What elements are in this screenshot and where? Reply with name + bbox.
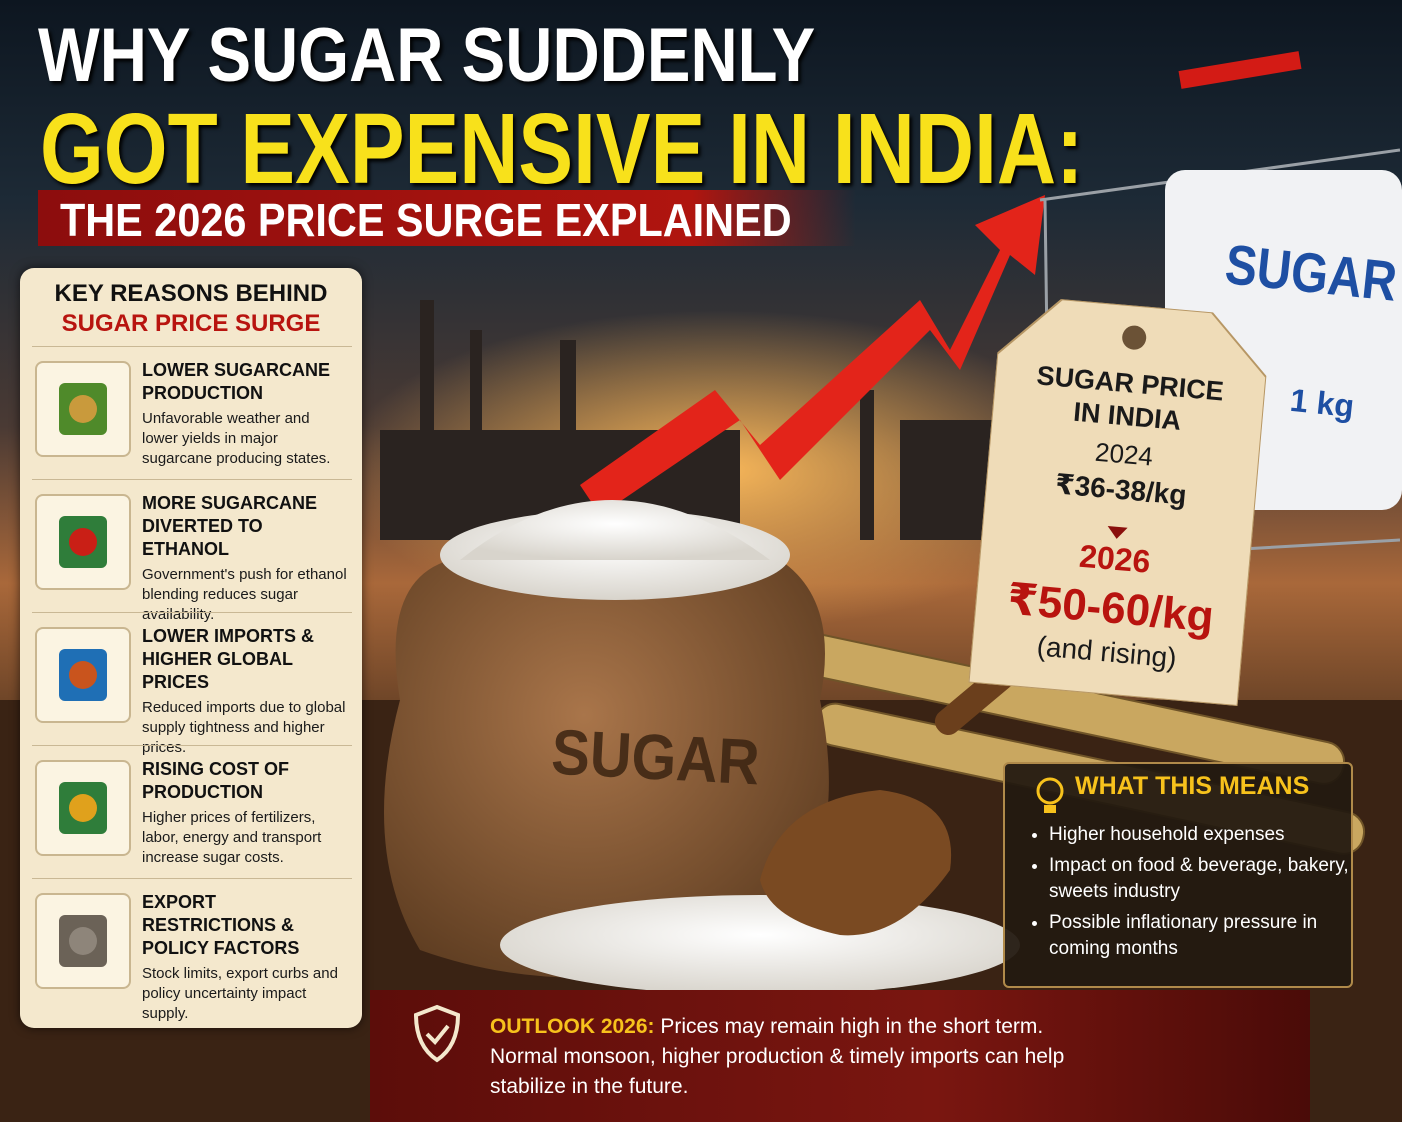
reason-title: MORE SUGARCANE DIVERTED TO ETHANOL bbox=[142, 493, 318, 559]
burlap-bag bbox=[384, 540, 829, 978]
price-tag: SUGAR PRICE IN INDIA 2024 ₹36-38/kg 2026… bbox=[968, 294, 1272, 707]
reason-item: LOWER SUGARCANE PRODUCTION Unfavorable we… bbox=[32, 346, 352, 479]
reason-item: LOWER IMPORTS & HIGHER GLOBAL PRICES Redu… bbox=[32, 612, 352, 756]
outlook-label: OUTLOOK 2026: bbox=[490, 1015, 655, 1038]
reason-icon bbox=[35, 760, 131, 856]
bulb-icon bbox=[1036, 777, 1064, 813]
reason-icon bbox=[35, 893, 131, 989]
tag-shape bbox=[968, 298, 1268, 707]
reasons-panel: KEY REASONS BEHIND SUGAR PRICE SURGE LOW… bbox=[20, 268, 362, 1028]
reason-item: RISING COST OF PRODUCTION Higher prices o… bbox=[32, 745, 352, 878]
reason-text: Unfavorable weather and lower yields in … bbox=[142, 410, 331, 467]
reason-title: EXPORT RESTRICTIONS & POLICY FACTORS bbox=[142, 892, 300, 958]
means-item: Impact on food & beverage, bakery, sweet… bbox=[1049, 853, 1349, 905]
outlook-text: OUTLOOK 2026: Prices may remain high in … bbox=[490, 1012, 1110, 1102]
icon-graphic bbox=[59, 915, 107, 967]
reason-title: RISING COST OF PRODUCTION bbox=[142, 759, 290, 802]
sugar-heap bbox=[460, 500, 770, 560]
means-box: WHAT THIS MEANS Higher household expense… bbox=[1003, 762, 1353, 988]
title-line-2: GOT EXPENSIVE IN INDIA: bbox=[40, 93, 1084, 205]
means-item: Possible inflationary pressure in coming… bbox=[1049, 910, 1349, 962]
trend-arrow bbox=[580, 195, 1045, 515]
outlook-body: Prices may remain high in the short term… bbox=[490, 1015, 1065, 1098]
subtitle: THE 2026 PRICE SURGE EXPLAINED bbox=[60, 194, 792, 246]
reason-text: Government's push for ethanol blending r… bbox=[142, 566, 347, 623]
reason-icon bbox=[35, 627, 131, 723]
reason-icon bbox=[35, 361, 131, 457]
means-item: Higher household expenses bbox=[1049, 822, 1349, 848]
shield-icon bbox=[413, 1004, 461, 1063]
icon-graphic bbox=[59, 782, 107, 834]
reason-item: EXPORT RESTRICTIONS & POLICY FACTORS Stoc… bbox=[32, 878, 352, 1022]
reason-icon bbox=[35, 494, 131, 590]
outlook-bar: OUTLOOK 2026: Prices may remain high in … bbox=[370, 990, 1310, 1122]
subtitle-banner: THE 2026 PRICE SURGE EXPLAINED bbox=[38, 190, 856, 246]
reasons-title: KEY REASONS BEHIND bbox=[54, 280, 328, 307]
spilled-sugar bbox=[500, 895, 1020, 995]
reason-item: MORE SUGARCANE DIVERTED TO ETHANOL Govern… bbox=[32, 479, 352, 623]
means-title: WHAT THIS MEANS bbox=[1075, 772, 1310, 800]
reason-text: Reduced imports due to global supply tig… bbox=[142, 699, 346, 756]
scoop bbox=[760, 790, 952, 936]
title-line-1: WHY SUGAR SUDDENLY bbox=[38, 13, 816, 98]
package-weight: 1 kg bbox=[1288, 381, 1356, 425]
reason-title: LOWER SUGARCANE PRODUCTION bbox=[142, 360, 330, 403]
reason-text: Stock limits, export curbs and policy un… bbox=[142, 965, 338, 1022]
icon-graphic bbox=[59, 516, 107, 568]
reasons-subtitle: SUGAR PRICE SURGE bbox=[61, 310, 321, 337]
bag-label: SUGAR bbox=[549, 715, 762, 799]
icon-graphic bbox=[59, 649, 107, 701]
reason-title: LOWER IMPORTS & HIGHER GLOBAL PRICES bbox=[142, 626, 314, 692]
reason-text: Higher prices of fertilizers, labor, ene… bbox=[142, 809, 322, 866]
means-list: Higher household expenses Impact on food … bbox=[1029, 822, 1349, 967]
icon-graphic bbox=[59, 383, 107, 435]
